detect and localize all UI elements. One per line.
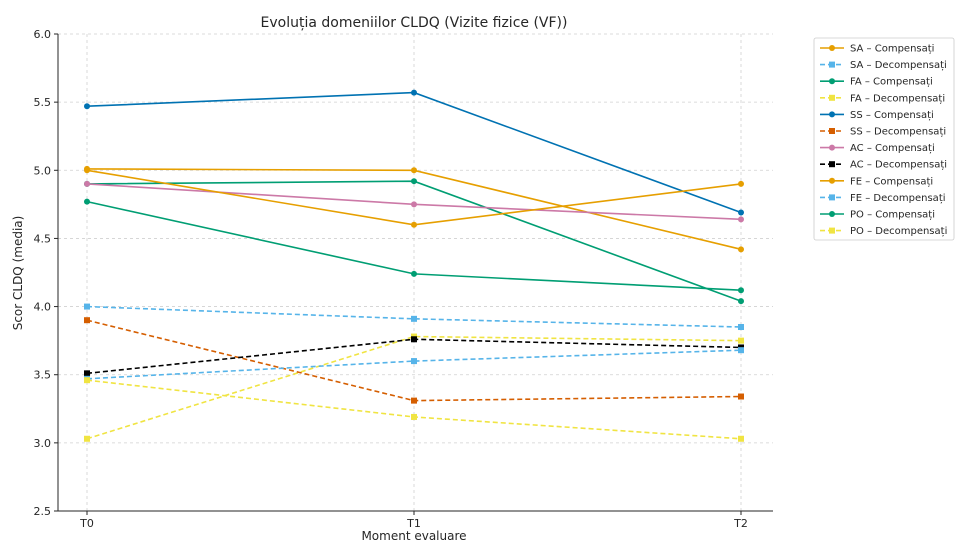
data-point [411,397,417,404]
data-point [738,216,744,223]
legend-label: PO – Compensați [850,210,935,221]
series-line [84,167,744,228]
series-line [84,317,744,404]
data-point [738,298,744,305]
data-point [84,317,90,324]
legend-label: FE – Compensați [850,176,933,187]
axes-layer: 2.5 3.0 3.5 4.0 4.5 5.0 5.5 6.0 T0 T1 T2 [34,28,773,530]
data-point [411,358,417,365]
data-point [738,435,744,442]
series-line [84,180,744,223]
legend-marker [829,61,835,68]
data-point [84,180,90,187]
series-path [86,180,742,302]
data-point [738,246,744,253]
y-tick-label: 4.0 [34,301,52,314]
series-path [86,349,742,380]
data-point [411,221,417,228]
legend-marker [829,161,835,168]
series-line [84,165,744,253]
data-point [84,377,90,384]
data-point [738,324,744,331]
y-tick-label: 5.0 [34,164,52,177]
data-point [84,198,90,205]
legend-label: PO – Decompensați [850,226,947,237]
chart-title: Evoluția domeniilor CLDQ (Vizite fizice … [261,15,568,31]
data-point [84,167,90,174]
y-tick-label: 5.5 [34,96,52,109]
legend: SA – Compensați SA – Decompensați FA – Com… [813,37,955,241]
legend-label: SS – Compensați [850,110,934,121]
x-tick-label: T0 [79,517,94,530]
legend-label: SA – Compensați [850,44,934,55]
data-point [411,201,417,208]
legend-marker [829,94,835,101]
series-line [84,198,744,294]
data-point [738,347,744,354]
y-tick-label: 4.5 [34,232,52,245]
data-point [411,167,417,174]
legend-label: SS – Decompensați [850,127,946,138]
data-point [84,303,90,310]
y-tick-label: 3.5 [34,369,52,382]
legend-marker [829,211,835,217]
data-point [738,287,744,294]
series-path [86,305,742,328]
data-point [411,413,417,420]
legend-marker [829,111,835,118]
legend-label: AC – Decompensați [850,160,947,171]
legend-marker [829,128,835,134]
series-line [84,377,744,442]
legend-label: SA – Decompensați [850,60,947,71]
legend-marker [829,194,835,201]
x-axis-label: Moment evaluare [361,529,466,542]
data-point [84,103,90,110]
legend-label: AC – Compensați [850,143,935,154]
legend-marker [829,227,835,234]
y-tick-label: 3.0 [34,437,52,450]
legend-marker [829,78,835,85]
data-point [738,393,744,400]
data-point [411,336,417,343]
data-point [84,370,90,377]
series-path [86,91,742,214]
y-axis-label: Scor CLDQ (media) [11,216,25,331]
x-tick-label: T1 [406,517,421,530]
data-point [411,178,417,185]
legend-label: FE – Decompensați [850,193,946,204]
series-layer [84,89,744,442]
y-tick-label: 2.5 [34,505,52,518]
series-line [84,303,744,331]
legend-marker [829,144,835,151]
legend-frame [813,37,955,241]
x-tick-label: T2 [733,517,748,530]
y-tick-label: 6.0 [34,28,52,41]
data-point [738,337,744,344]
legend-label: FA – Compensați [850,77,933,88]
data-point [411,270,417,277]
series-line [84,89,744,216]
data-point [84,435,90,442]
legend-marker [829,45,835,51]
data-point [411,89,417,96]
data-point [738,180,744,187]
series-path [86,338,742,375]
legend-label: FA – Decompensați [850,93,945,104]
series-path [86,335,742,440]
legend-marker [829,177,835,184]
data-point [738,209,744,216]
data-point [411,315,417,322]
